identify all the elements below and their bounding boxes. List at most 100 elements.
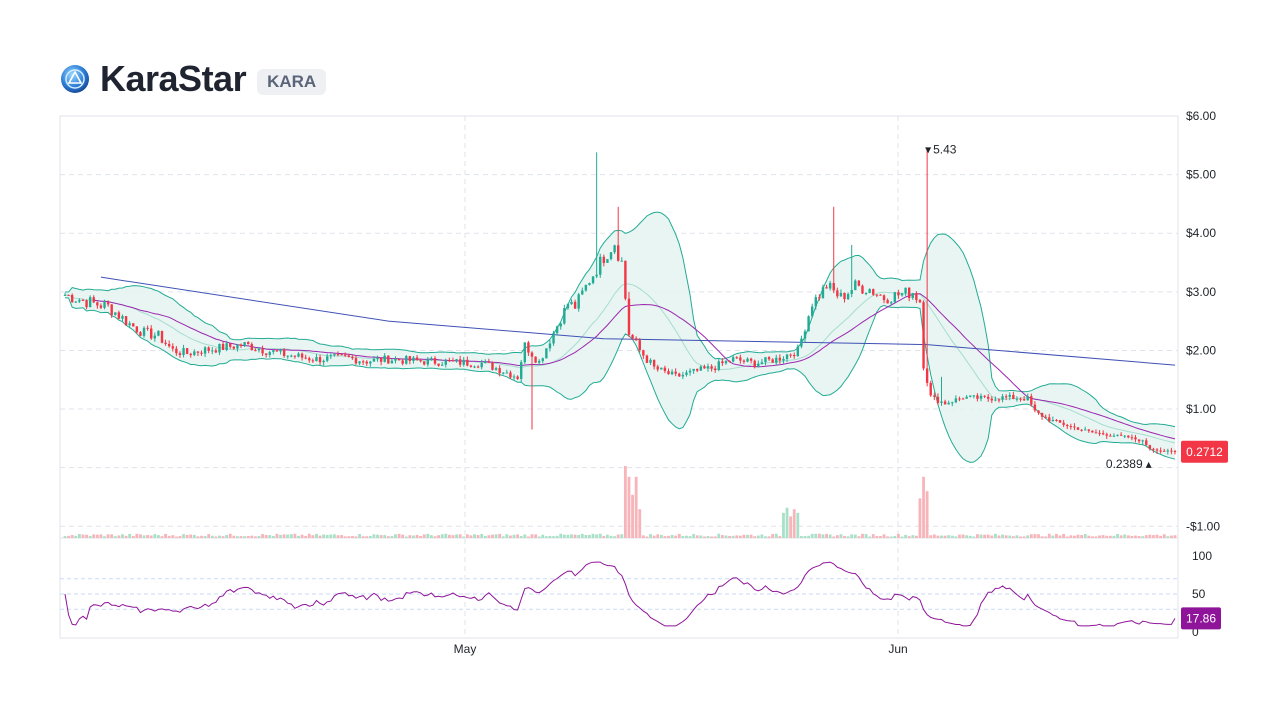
candle-body bbox=[760, 362, 764, 364]
volume-bar bbox=[792, 509, 796, 538]
candle-body bbox=[796, 346, 800, 357]
candle-body bbox=[767, 357, 771, 360]
candle-body bbox=[308, 358, 311, 361]
candle-body bbox=[333, 354, 336, 356]
candle-body bbox=[1004, 396, 1008, 398]
low-marker-arrow-icon: ▴ bbox=[1146, 457, 1152, 471]
volume-bar bbox=[63, 536, 67, 538]
volume-bar bbox=[264, 535, 268, 538]
candle-body bbox=[749, 358, 753, 361]
candle-body bbox=[211, 350, 214, 352]
candle-body bbox=[135, 326, 139, 333]
time-axis-label: Jun bbox=[888, 642, 907, 656]
volume-bar bbox=[922, 476, 925, 538]
candle-body bbox=[552, 333, 555, 344]
volume-bar bbox=[509, 535, 512, 538]
volume-bar bbox=[70, 535, 74, 538]
volume-bar bbox=[221, 536, 225, 538]
candle-body bbox=[617, 245, 620, 261]
candle-body bbox=[117, 312, 121, 319]
candle-body bbox=[947, 402, 950, 405]
candle-body bbox=[487, 361, 491, 363]
candle-body bbox=[969, 395, 972, 397]
volume-bar bbox=[243, 536, 247, 538]
volume-bar bbox=[710, 536, 714, 538]
volume-bar bbox=[559, 533, 563, 538]
volume-bar bbox=[1044, 536, 1048, 538]
candle-body bbox=[315, 357, 318, 362]
volume-bar bbox=[584, 534, 588, 538]
price-axis-label: -$1.00 bbox=[1186, 519, 1220, 533]
volume-bar bbox=[207, 534, 211, 538]
volume-bar bbox=[753, 536, 757, 538]
volume-bar bbox=[279, 534, 282, 538]
candle-body bbox=[724, 360, 728, 364]
candle-body bbox=[925, 368, 929, 383]
volume-bar bbox=[81, 534, 85, 538]
candle-body bbox=[157, 330, 160, 336]
candle-body bbox=[972, 395, 976, 397]
volume-bar bbox=[286, 534, 290, 538]
volume-bar bbox=[993, 533, 997, 538]
candle-body bbox=[609, 252, 613, 260]
candle-body bbox=[530, 352, 534, 357]
candle-body bbox=[430, 358, 433, 360]
candle-body bbox=[272, 350, 275, 353]
volume-bar bbox=[386, 536, 390, 538]
candle-body bbox=[1073, 426, 1076, 428]
bollinger-lower-line bbox=[64, 297, 1176, 463]
volume-bar bbox=[778, 536, 782, 538]
volume-bar bbox=[997, 535, 1001, 538]
volume-bar bbox=[422, 534, 426, 538]
candle-body bbox=[218, 344, 221, 353]
candle-body bbox=[1130, 437, 1134, 439]
candle-body bbox=[915, 293, 918, 301]
volume-bar bbox=[246, 536, 250, 538]
volume-bar bbox=[1069, 535, 1073, 538]
volume-bar bbox=[318, 535, 322, 538]
volume-bar bbox=[1119, 535, 1123, 538]
sma-short-line bbox=[93, 293, 1176, 440]
volume-bar bbox=[652, 535, 656, 538]
volume-bar bbox=[1004, 535, 1008, 538]
volume-bar bbox=[174, 536, 178, 538]
candle-body bbox=[624, 260, 627, 299]
candle-body bbox=[494, 368, 498, 370]
volume-bar bbox=[835, 535, 839, 538]
candle-body bbox=[1040, 412, 1044, 417]
price-axis-label: $3.00 bbox=[1186, 285, 1216, 299]
candle-body bbox=[634, 338, 638, 341]
candle-body bbox=[814, 297, 817, 307]
candle-body bbox=[577, 294, 580, 309]
candle-body bbox=[872, 289, 875, 295]
volume-bar bbox=[1108, 535, 1112, 538]
candle-body bbox=[595, 274, 598, 277]
volume-bar bbox=[570, 534, 573, 538]
candle-body bbox=[706, 366, 710, 369]
volume-bar bbox=[972, 536, 976, 538]
candle-body bbox=[99, 305, 103, 308]
candle-body bbox=[911, 293, 914, 299]
candle-body bbox=[1087, 429, 1090, 431]
candle-body bbox=[96, 302, 99, 306]
candle-body bbox=[132, 323, 135, 327]
volume-bar bbox=[1065, 536, 1069, 538]
volume-bar bbox=[329, 534, 333, 538]
volume-bar bbox=[882, 534, 886, 538]
candle-body bbox=[1105, 434, 1108, 436]
volume-bar bbox=[404, 536, 408, 538]
volume-bar bbox=[383, 535, 387, 538]
volume-bar bbox=[864, 534, 868, 538]
volume-bar bbox=[501, 536, 505, 538]
candle-body bbox=[566, 304, 570, 309]
candle-body bbox=[343, 354, 347, 356]
candle-body bbox=[997, 399, 1001, 401]
candle-body bbox=[1001, 396, 1004, 400]
candle-body bbox=[1163, 450, 1166, 452]
volume-bar bbox=[311, 535, 315, 538]
candle-body bbox=[462, 359, 465, 365]
candle-body bbox=[541, 358, 544, 361]
volume-bar bbox=[896, 533, 900, 538]
candle-body bbox=[311, 360, 315, 362]
